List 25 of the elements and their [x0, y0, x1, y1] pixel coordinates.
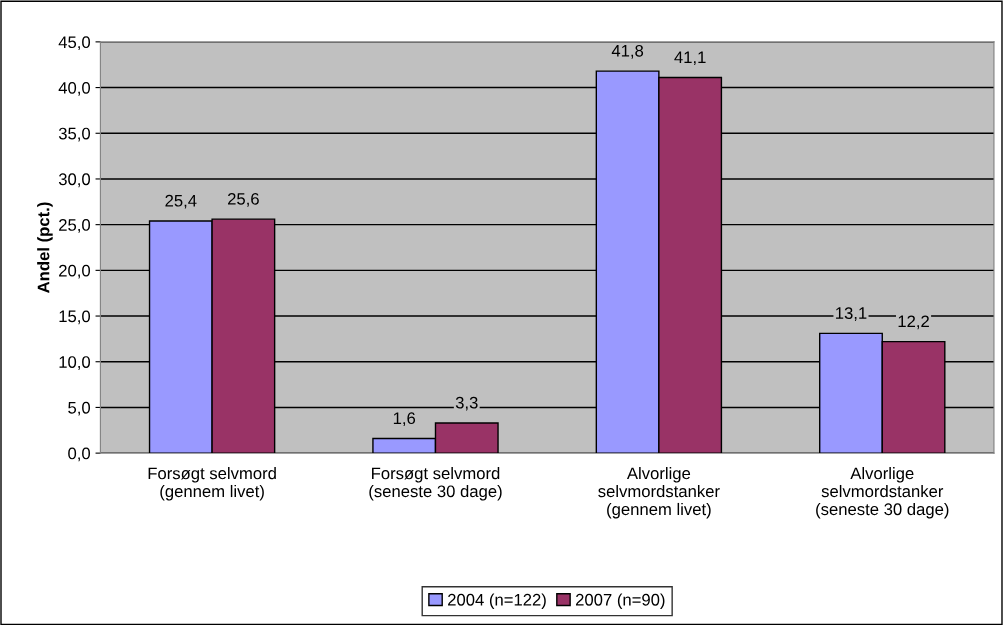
y-tick-label: 40,0 [58, 81, 91, 96]
data-label: 1,6 [393, 412, 416, 427]
x-tick-label: Forsøgt selvmord (gennem livet) [148, 467, 276, 501]
y-axis-title: Andel (pct.) [37, 202, 53, 293]
data-label: 3,3 [455, 396, 478, 411]
y-tick-label: 30,0 [58, 173, 91, 188]
y-tick-label: 10,0 [59, 356, 91, 370]
data-label: 25,4 [165, 194, 197, 209]
y-tick-label: 20,0 [59, 264, 91, 279]
y-tick-label: 15,0 [59, 310, 91, 325]
data-label: 41,8 [611, 44, 644, 59]
data-label: 25,6 [227, 192, 259, 207]
data-label: 12,2 [898, 315, 929, 330]
y-tick-label: 45,0 [58, 36, 91, 51]
legend-label: 2007 (n=90) [575, 593, 665, 609]
x-tick-label: Alvorlige selvmordstanker (seneste 30 dage) [816, 467, 949, 519]
y-tick-label: 35,0 [58, 127, 91, 142]
y-tick-label: 25,0 [59, 219, 91, 233]
data-label: 41,1 [674, 51, 706, 66]
y-tick-label: 0,0 [68, 447, 91, 462]
x-tick-label: Alvorlige selvmordstanker (gennem livet) [598, 467, 720, 519]
x-tick-label: Forsøgt selvmord (seneste 30 dage) [369, 467, 502, 501]
legend-label: 2004 (n=122) [448, 593, 546, 609]
data-label: 13,1 [836, 307, 867, 321]
y-tick-label: 5,0 [68, 401, 91, 416]
